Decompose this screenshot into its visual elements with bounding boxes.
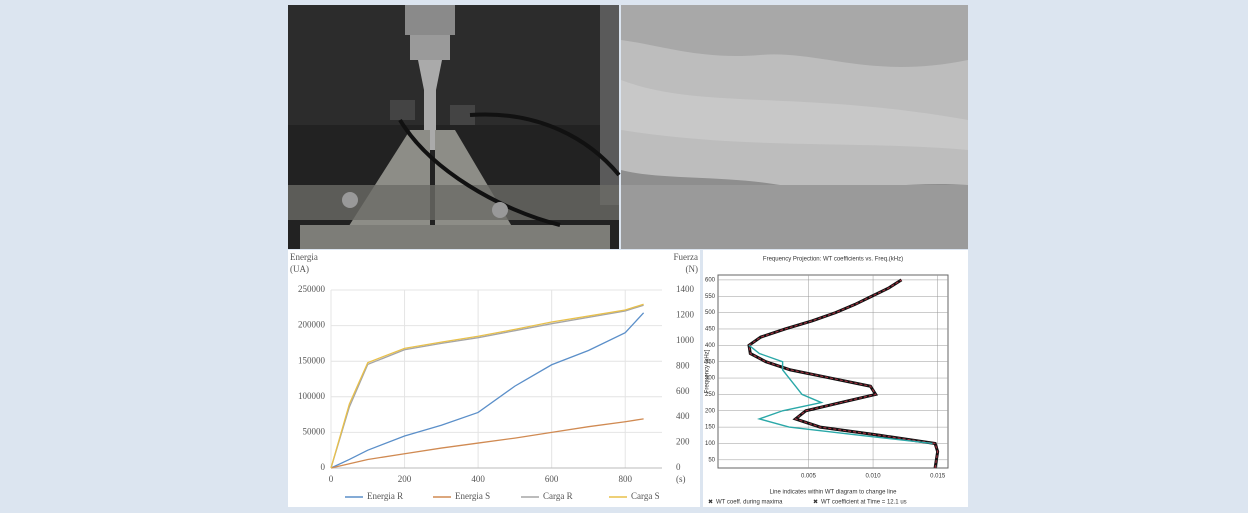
legend-label: Carga R — [543, 491, 573, 501]
legend-label: WT coefficient at Time = 12.1 us — [821, 500, 907, 506]
y2-tick-label: 1400 — [676, 284, 695, 294]
y-tick-label: 500 — [705, 310, 716, 316]
y-tick-label: 250000 — [298, 284, 326, 294]
y-axis-label: Energia — [290, 252, 318, 262]
page: 0 50000 100000 150000 200000 250000 0 200 400 600… — [0, 0, 1248, 513]
y-tick-label: 150000 — [298, 355, 326, 365]
legend-marker: ✖ — [708, 499, 713, 506]
y-tick-label: 550 — [705, 294, 716, 300]
x-axis-label: Line indicates within WT diagram to chan… — [770, 490, 898, 496]
y-tick-label: 450 — [705, 327, 716, 333]
x-tick-label: 200 — [398, 474, 412, 484]
legend-marker: ✖ — [813, 499, 818, 506]
y2-axis-label: Fuerza — [674, 252, 699, 262]
y-tick-label: 100000 — [298, 391, 326, 401]
y-tick-label: 200 — [705, 408, 716, 414]
y-tick-label: 0 — [321, 462, 326, 472]
rig-photo — [288, 5, 619, 249]
legend-label: Energia R — [367, 491, 403, 501]
legend-label: Energia S — [455, 491, 490, 501]
screenshot: 0 50000 100000 150000 200000 250000 0 200 400 600… — [0, 0, 1248, 513]
x-tick-label: 0.015 — [930, 474, 946, 480]
y-axis-label: Frequency [kHz] — [705, 349, 711, 393]
x-tick-label: 600 — [545, 474, 559, 484]
x-tick-label: 0 — [329, 474, 334, 484]
y-tick-label: 400 — [705, 343, 716, 349]
y2-tick-label: 600 — [676, 386, 690, 396]
legend-label: WT coeff. during maxima — [716, 500, 783, 506]
y2-tick-label: 1200 — [676, 309, 695, 319]
sem-image — [621, 5, 968, 249]
y2-tick-label: 800 — [676, 360, 690, 370]
x-tick-label: 800 — [618, 474, 632, 484]
y-tick-label: 200000 — [298, 320, 326, 330]
chart-title: Frequency Projection: WT coefficients vs… — [763, 257, 903, 263]
x-axis-label: (s) — [676, 474, 686, 484]
x-tick-label: 0.005 — [801, 474, 817, 480]
y2-tick-label: 1000 — [676, 335, 695, 345]
y-tick-label: 100 — [705, 441, 716, 447]
y-tick-label: 50 — [708, 457, 715, 463]
y2-tick-label: 400 — [676, 411, 690, 421]
x-tick-label: 0.010 — [866, 474, 882, 480]
y2-tick-label: 0 — [676, 462, 681, 472]
x-tick-label: 400 — [471, 474, 485, 484]
y-tick-label: 50000 — [303, 426, 326, 436]
y-tick-label: 150 — [705, 425, 716, 431]
y2-axis-label: (N) — [686, 264, 699, 274]
y2-tick-label: 200 — [676, 437, 690, 447]
y-axis-label: (UA) — [290, 264, 309, 274]
y-tick-label: 600 — [705, 277, 716, 283]
legend-label: Carga S — [631, 491, 660, 501]
